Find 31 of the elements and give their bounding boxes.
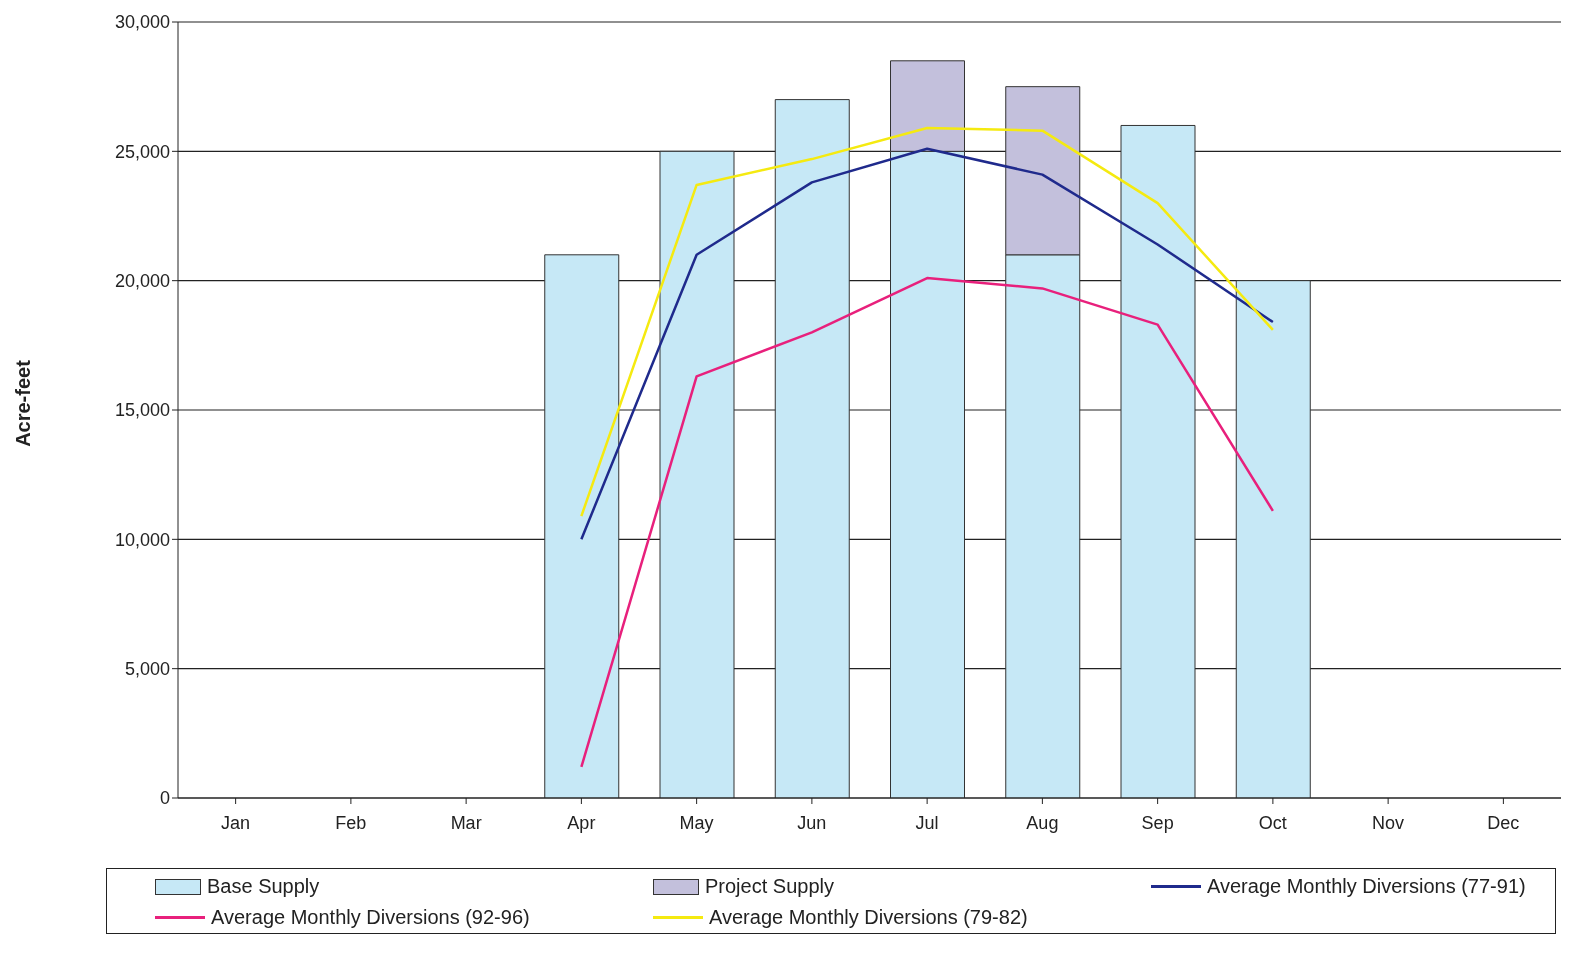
legend-label: Average Monthly Diversions (79-82)	[709, 906, 1028, 929]
bar	[544, 254, 620, 798]
legend-label: Average Monthly Diversions (77-91)	[1207, 875, 1526, 898]
y-tick-label: 25,000	[114, 141, 170, 162]
x-tick-label: Nov	[1372, 812, 1405, 833]
bar	[1120, 124, 1196, 798]
y-tick-label: 15,000	[114, 400, 170, 421]
x-tick-label: Jan	[221, 812, 251, 833]
x-tick-label: Feb	[335, 812, 367, 833]
y-axis-title: Acre-feet	[11, 359, 35, 447]
y-tick-label: 10,000	[114, 529, 170, 550]
legend-label: Project Supply	[705, 875, 834, 898]
x-tick-label: Aug	[1026, 812, 1059, 833]
legend-label: Base Supply	[207, 875, 320, 898]
x-tick-label: Apr	[567, 812, 596, 833]
x-tick-label: May	[679, 812, 714, 833]
bar	[1235, 280, 1311, 798]
x-tick-label: Jul	[915, 812, 939, 833]
bar	[659, 150, 735, 798]
x-tick-label: Mar	[450, 812, 482, 833]
y-tick-label: 30,000	[114, 12, 170, 33]
x-tick-label: Oct	[1258, 812, 1287, 833]
y-tick-label: 5,000	[124, 659, 170, 680]
x-tick-label: Sep	[1141, 812, 1174, 833]
x-tick-label: Jun	[797, 812, 827, 833]
y-tick-label: 0	[159, 788, 170, 809]
x-tick-label: Dec	[1487, 812, 1520, 833]
legend-label: Average Monthly Diversions (92-96)	[211, 906, 530, 929]
bar	[774, 99, 850, 798]
line-series	[580, 276, 1275, 769]
y-tick-label: 20,000	[114, 271, 170, 292]
